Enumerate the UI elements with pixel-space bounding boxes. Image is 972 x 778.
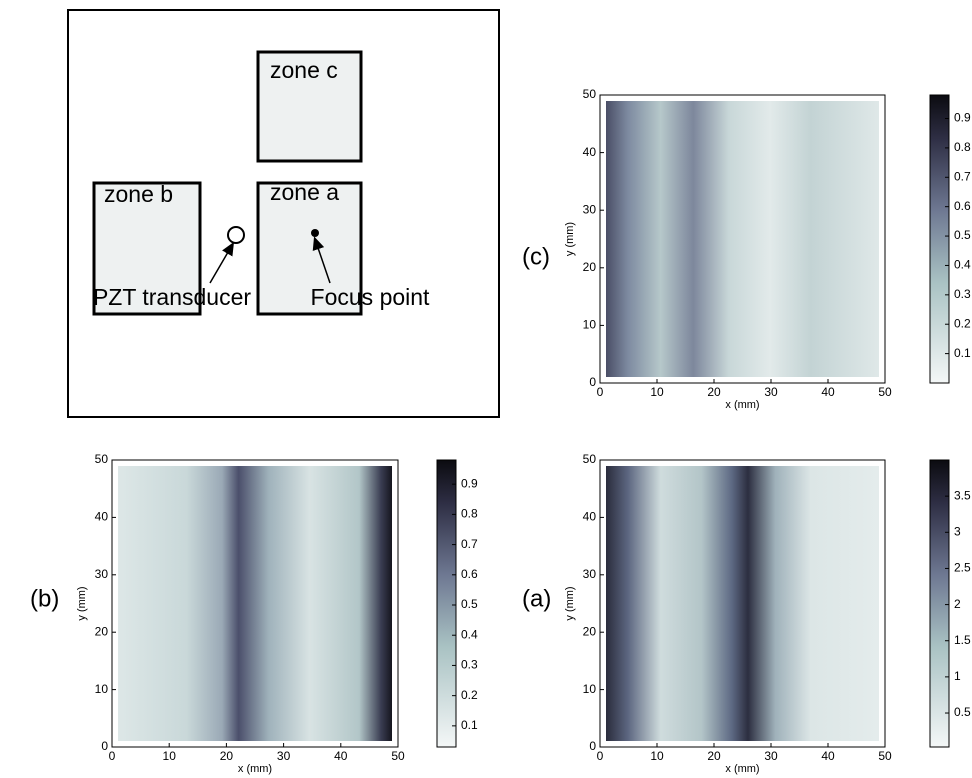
- colorbar-tick-label: 0.9: [461, 476, 478, 490]
- colorbar: [929, 459, 950, 748]
- colorbar-tick-label: 1.5: [954, 633, 971, 647]
- focus-label: Focus point: [311, 284, 431, 310]
- y-tick-label: 30: [95, 567, 109, 581]
- focus-point: [311, 229, 319, 237]
- colorbar-tick-label: 0.8: [954, 140, 971, 154]
- colorbar-tick-label: 0.9: [954, 111, 971, 125]
- zone-box: [256, 50, 363, 163]
- colorbar-tick-label: 0.5: [954, 705, 971, 719]
- x-tick-label: 40: [821, 385, 835, 399]
- colorbar-tick-label: 2.5: [954, 561, 971, 575]
- y-tick-label: 50: [583, 452, 597, 466]
- y-tick-label: 50: [583, 87, 597, 101]
- colorbar-tick-label: 0.3: [461, 658, 478, 672]
- x-tick-label: 0: [109, 749, 116, 763]
- x-tick-label: 20: [707, 385, 721, 399]
- transducer-label: PZT transducer: [93, 284, 251, 310]
- x-tick-label: 0: [597, 385, 604, 399]
- y-tick-label: 10: [583, 682, 597, 696]
- arrow: [312, 236, 331, 284]
- x-tick-label: 50: [878, 385, 892, 399]
- colorbar: [436, 459, 457, 748]
- x-tick-label: 0: [597, 749, 604, 763]
- arrow: [209, 241, 235, 284]
- x-tick-label: 30: [277, 749, 291, 763]
- y-tick-label: 30: [583, 202, 597, 216]
- colorbar-tick-label: 0.2: [954, 316, 971, 330]
- colorbar-tick-label: 0.3: [954, 287, 971, 301]
- colorbar-tick-label: 1: [954, 669, 961, 683]
- y-tick-label: 50: [95, 452, 109, 466]
- y-tick-label: 0: [101, 739, 108, 753]
- y-axis-label: y (mm): [564, 586, 576, 620]
- panel: 0 10 20 30 40 50 0 10 20 30 40 50 x (mm) y (mm) (b) 0.1…: [30, 452, 478, 775]
- x-tick-label: 10: [650, 749, 664, 763]
- y-tick-label: 0: [589, 739, 596, 753]
- x-tick-label: 40: [334, 749, 348, 763]
- y-tick-label: 10: [583, 318, 597, 332]
- y-tick-label: 20: [583, 624, 597, 638]
- colorbar-tick-label: 0.6: [461, 567, 478, 581]
- colorbar-tick-label: 0.6: [954, 199, 971, 213]
- colorbar-tick-label: 0.1: [461, 718, 478, 732]
- panel: 0 10 20 30 40 50 0 10 20 30 40 50 x (mm) y (mm) (a) 0.5…: [522, 452, 971, 775]
- colorbar-tick-label: 2: [954, 597, 961, 611]
- colorbar-tick-label: 0.4: [461, 627, 478, 641]
- x-tick-label: 20: [220, 749, 234, 763]
- transducer: [227, 226, 245, 244]
- x-tick-label: 50: [391, 749, 405, 763]
- x-tick-label: 30: [764, 749, 778, 763]
- x-axis-label: x (mm): [725, 399, 759, 411]
- heatmap: [606, 101, 879, 377]
- colorbar-tick-label: 0.4: [954, 258, 971, 272]
- y-tick-label: 0: [589, 375, 596, 389]
- heatmap: [606, 466, 879, 741]
- zone-label: zone c: [270, 57, 338, 83]
- colorbar-tick-label: 0.2: [461, 688, 478, 702]
- colorbar-tick-label: 0.5: [461, 597, 478, 611]
- zone-label: zone a: [270, 179, 339, 205]
- colorbar-tick-label: 3: [954, 524, 961, 538]
- x-tick-label: 30: [764, 385, 778, 399]
- y-tick-label: 20: [95, 624, 109, 638]
- zone-label: zone b: [104, 181, 173, 207]
- heatmap: [118, 466, 392, 741]
- panel-label: (c): [522, 243, 550, 270]
- x-tick-label: 50: [878, 749, 892, 763]
- y-tick-label: 10: [95, 682, 109, 696]
- x-tick-label: 10: [650, 385, 664, 399]
- panel: 0 10 20 30 40 50 0 10 20 30 40 50 x (mm) y (mm) (c) 0.1…: [522, 87, 971, 411]
- y-axis-label: y (mm): [76, 586, 88, 620]
- colorbar-tick-label: 3.5: [954, 488, 971, 502]
- y-tick-label: 40: [583, 145, 597, 159]
- x-axis-label: x (mm): [725, 763, 759, 775]
- diagram: zone c zone b zone a PZT transducer Focu…: [67, 9, 500, 418]
- colorbar: [929, 94, 950, 384]
- colorbar-tick-label: 0.5: [954, 228, 971, 242]
- y-tick-label: 40: [583, 510, 597, 524]
- zone-box: [92, 181, 202, 316]
- y-tick-label: 40: [95, 510, 109, 524]
- panel-label: (b): [30, 585, 59, 612]
- y-tick-label: 30: [583, 567, 597, 581]
- colorbar-tick-label: 0.1: [954, 346, 971, 360]
- colorbar-tick-label: 0.8: [461, 507, 478, 521]
- x-axis-label: x (mm): [238, 763, 272, 775]
- zone-box: [256, 181, 363, 316]
- x-tick-label: 10: [163, 749, 177, 763]
- panel-label: (a): [522, 585, 551, 612]
- x-tick-label: 40: [821, 749, 835, 763]
- y-axis-label: y (mm): [564, 222, 576, 256]
- colorbar-tick-label: 0.7: [954, 169, 971, 183]
- y-tick-label: 20: [583, 260, 597, 274]
- x-tick-label: 20: [707, 749, 721, 763]
- colorbar-tick-label: 0.7: [461, 537, 478, 551]
